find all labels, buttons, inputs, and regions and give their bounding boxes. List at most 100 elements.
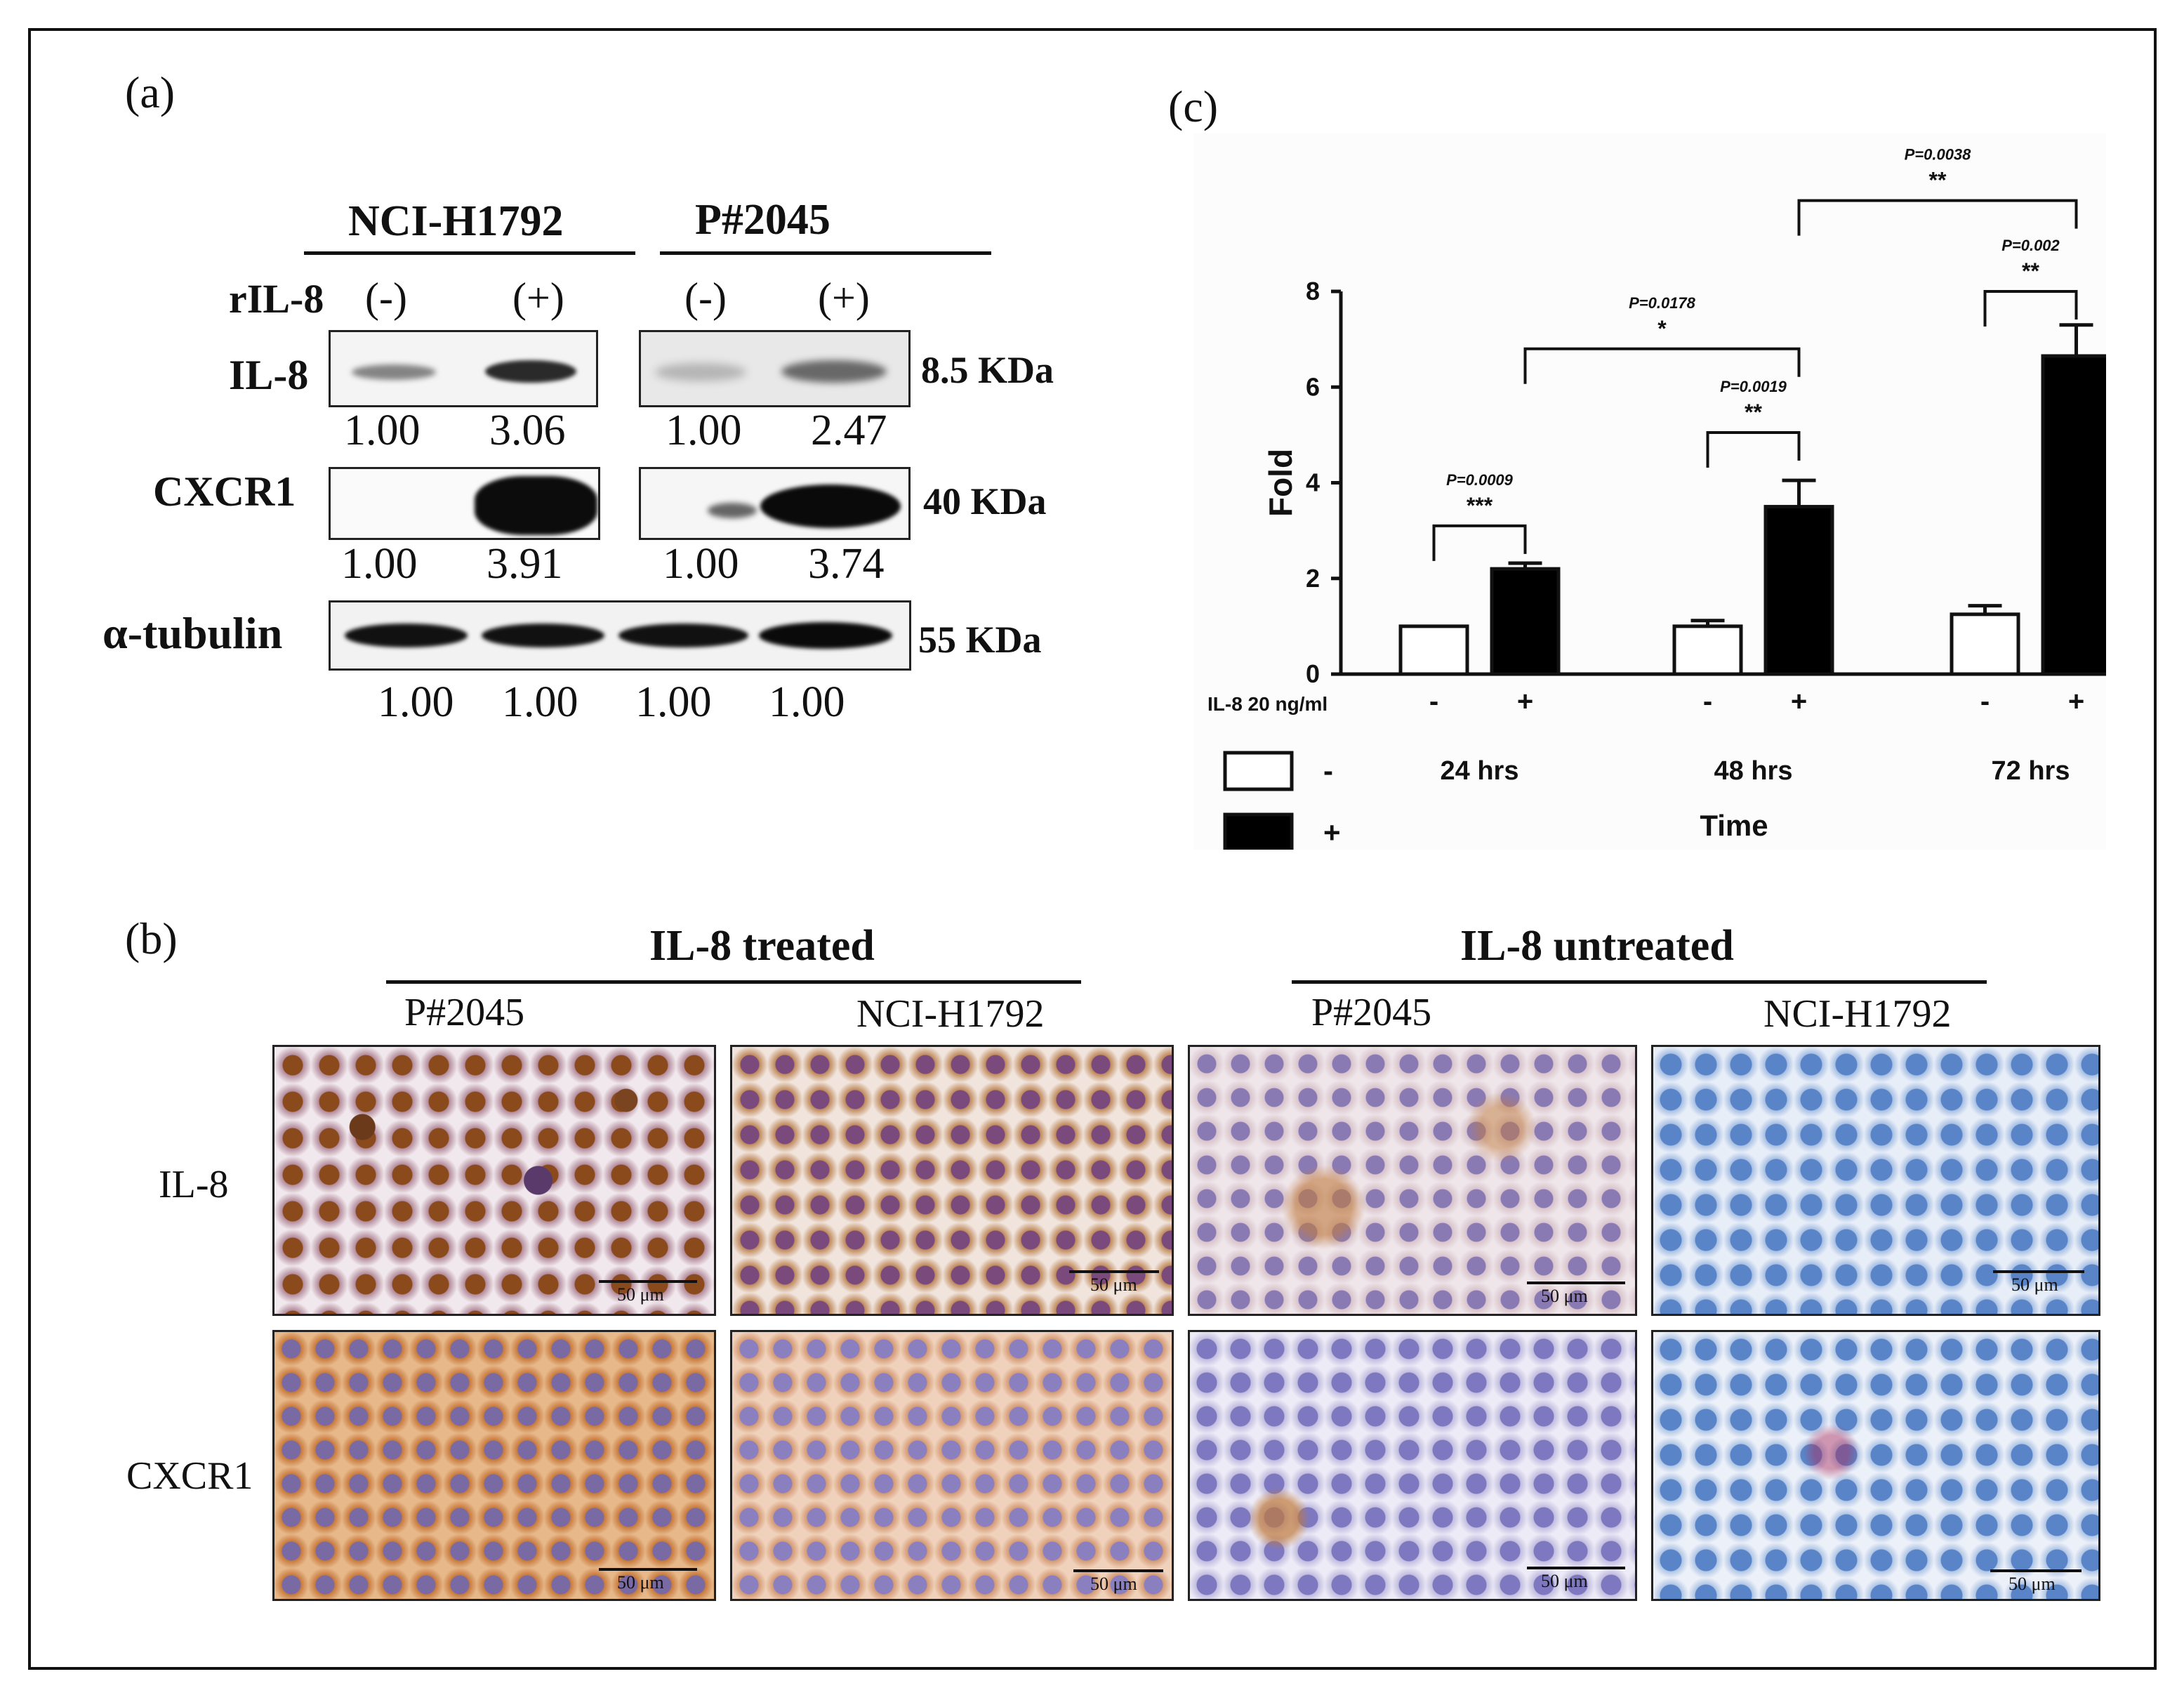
value-cxcr1-4: 3.74	[808, 540, 885, 588]
blot-cxcr1-ncih1792	[329, 467, 600, 540]
row-label-cxcr1: CXCR1	[153, 468, 296, 515]
y-tick-label: 4	[1306, 468, 1320, 497]
band-tubulin-2	[482, 624, 604, 647]
value-il8-3: 1.00	[666, 407, 742, 454]
value-il8-1: 1.00	[344, 407, 421, 454]
p-value-label: P=0.0178	[1629, 294, 1696, 312]
legend-swatch	[1223, 812, 1294, 850]
scale-bar	[1073, 1569, 1163, 1572]
significance-stars: *	[1657, 316, 1667, 341]
treatment-mark: -	[1980, 686, 1990, 717]
fold-bar-chart: 0 2 4 6 8 Fold - +24 hrs - +48 hrs - +72 hrs IL-8 20…	[1193, 133, 2106, 850]
cell-line-underline-1	[304, 251, 635, 255]
significance-stars: **	[1929, 168, 1947, 193]
column-label-3: P#2045	[1311, 991, 1432, 1034]
p-value-label: P=0.002	[2001, 237, 2060, 254]
x-category-label: 48 hrs	[1714, 756, 1793, 786]
row-label-il8: IL-8	[229, 352, 309, 398]
scale-label: 50 μm	[1090, 1274, 1137, 1295]
tissue-il8-treated-ncih1792: 50 μm	[730, 1045, 1174, 1316]
group-underline-treated	[386, 980, 1081, 984]
blot-il8-ncih1792	[329, 330, 598, 407]
bar-plus	[1763, 505, 1834, 676]
treatment-mark: -	[1429, 686, 1438, 717]
significance-stars: ***	[1467, 493, 1493, 518]
size-cxcr1: 40 KDa	[923, 480, 1047, 522]
scale-label: 50 μm	[1090, 1574, 1137, 1594]
bar-plus	[2041, 354, 2106, 676]
value-cxcr1-1: 1.00	[341, 540, 418, 588]
value-tubulin-1: 1.00	[378, 678, 454, 726]
value-cxcr1-3: 1.00	[663, 540, 739, 588]
tissue-il8-untreated-p2045: 50 μm	[1188, 1045, 1637, 1316]
x-category-label: 24 hrs	[1441, 756, 1519, 786]
row-label-b-il8: IL-8	[159, 1163, 229, 1206]
scale-bar	[599, 1280, 697, 1283]
p-value-label: P=0.0019	[1720, 378, 1787, 395]
legend-label: -	[1323, 754, 1333, 787]
scale-bar	[1993, 1270, 2084, 1273]
treatment-mark: +	[1791, 686, 1807, 717]
band-cxcr1-4	[760, 485, 901, 528]
significance-bracket	[1432, 524, 1527, 561]
band-tubulin-1	[345, 624, 468, 647]
group-il8-treated: IL-8 treated	[649, 922, 875, 970]
panel-c-label: (c)	[1168, 81, 1219, 131]
band-il8-1	[352, 364, 436, 380]
band-tubulin-3	[618, 624, 748, 647]
size-tubulin: 55 KDa	[918, 619, 1042, 661]
bar-minus	[1398, 624, 1469, 676]
significance-bracket	[1983, 290, 2078, 327]
band-tubulin-4	[759, 622, 892, 649]
y-tick-label: 2	[1306, 564, 1320, 593]
significance-stars: **	[1745, 400, 1762, 425]
bar-plus	[1490, 567, 1561, 676]
scale-label: 50 μm	[2008, 1574, 2056, 1594]
band-cxcr1-3	[708, 503, 757, 518]
scale-bar	[599, 1568, 697, 1571]
scale-label: 50 μm	[2011, 1274, 2058, 1295]
column-label-2: NCI-H1792	[856, 992, 1045, 1036]
p-value-label: P=0.0009	[1446, 471, 1514, 489]
scale-label: 50 μm	[1541, 1571, 1588, 1591]
panel-a-label: (a)	[125, 67, 176, 117]
y-tick-label: 8	[1306, 277, 1320, 305]
value-tubulin-2: 1.00	[502, 678, 578, 726]
tissue-cxcr1-untreated-p2045: 50 μm	[1188, 1330, 1637, 1601]
figure-frame	[28, 28, 2157, 1670]
treatment-label: rIL-8	[229, 276, 324, 322]
x-category-label: 72 hrs	[1992, 756, 2070, 786]
group-underline-untreated	[1292, 980, 1987, 984]
scale-bar	[1527, 1567, 1625, 1569]
cell-line-underline-2	[660, 251, 991, 255]
value-tubulin-4: 1.00	[769, 678, 845, 726]
column-label-1: P#2045	[404, 991, 525, 1034]
scale-label: 50 μm	[1541, 1286, 1588, 1306]
p-value-label: P=0.0038	[1905, 146, 1972, 164]
significance-stars: **	[2022, 258, 2039, 284]
treatment-mark: +	[1517, 686, 1533, 717]
chart-background	[1193, 133, 2106, 850]
scale-label: 50 μm	[617, 1284, 664, 1305]
treatment-state-2: (+)	[512, 275, 564, 321]
tissue-il8-treated-p2045: 50 μm	[272, 1045, 716, 1316]
significance-bracket	[1523, 347, 1801, 384]
value-cxcr1-2: 3.91	[487, 540, 563, 588]
significance-bracket	[1706, 430, 1801, 468]
x-axis-title: Time	[1700, 809, 1768, 842]
band-il8-2	[485, 360, 576, 383]
row-label-b-cxcr1: CXCR1	[126, 1454, 253, 1498]
scale-bar	[1069, 1270, 1159, 1273]
y-axis-title: Fold	[1262, 449, 1299, 517]
y-tick-label: 0	[1306, 659, 1320, 688]
blot-il8-p2045	[639, 330, 911, 407]
bar-minus	[1950, 612, 2020, 676]
treatment-state-3: (-)	[684, 275, 727, 321]
tissue-cxcr1-untreated-ncih1792: 50 μm	[1651, 1330, 2100, 1601]
treatment-state-1: (-)	[365, 275, 407, 321]
significance-bracket	[1797, 199, 2078, 236]
scale-bar	[1527, 1281, 1625, 1284]
column-label-4: NCI-H1792	[1763, 992, 1952, 1036]
treatment-state-4: (+)	[818, 275, 870, 321]
band-cxcr1-2	[475, 476, 597, 535]
